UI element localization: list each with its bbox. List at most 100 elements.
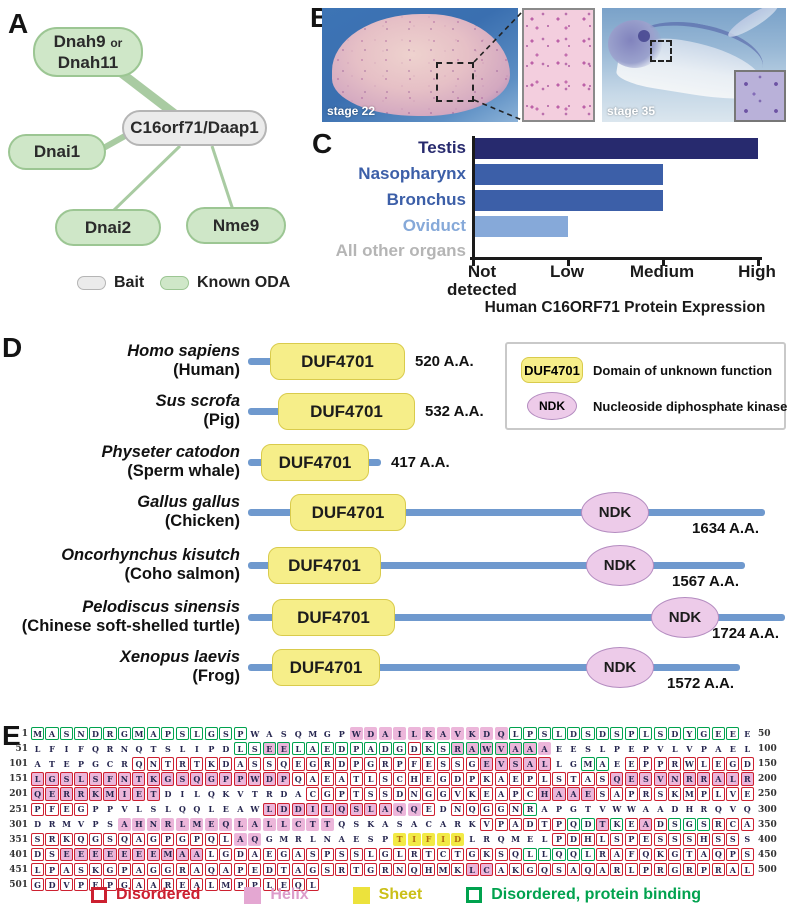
- red-box-icon: [90, 887, 107, 903]
- ndk-domain: NDK: [586, 545, 654, 586]
- residue: A: [237, 804, 244, 815]
- bar-testis: [473, 138, 758, 159]
- alignment-legend: Disordered Helix Sheet Disordered, prote…: [40, 886, 752, 904]
- legend-duf4701-shape: DUF4701: [521, 357, 583, 383]
- residue: Q: [204, 862, 218, 877]
- residue: E: [59, 802, 74, 816]
- residue: S: [726, 832, 740, 847]
- residue: A: [132, 862, 146, 877]
- residue: R: [59, 787, 74, 801]
- residue: E: [59, 847, 74, 862]
- residue: A: [494, 862, 508, 877]
- residue: G: [161, 772, 175, 786]
- residue: S: [610, 832, 624, 847]
- residue: S: [165, 743, 171, 754]
- residue: N: [393, 862, 407, 877]
- residue: M: [279, 834, 289, 845]
- row-start-number: 351: [9, 834, 28, 845]
- residue: D: [291, 802, 305, 816]
- residue: K: [465, 787, 479, 801]
- residue: P: [233, 878, 247, 892]
- residue: L: [74, 772, 88, 786]
- residue: T: [393, 832, 407, 847]
- residue: D: [277, 802, 291, 816]
- residue: A: [378, 727, 392, 741]
- residue: M: [308, 728, 318, 739]
- residue: T: [566, 772, 581, 786]
- residue: P: [639, 862, 653, 877]
- residue: T: [146, 787, 160, 801]
- residue: H: [422, 862, 436, 877]
- residue: E: [204, 817, 218, 831]
- residue: D: [222, 743, 230, 754]
- residue: G: [88, 832, 103, 847]
- residue: P: [349, 757, 363, 771]
- residue: K: [610, 817, 624, 831]
- residue: A: [266, 728, 273, 739]
- residue: Q: [190, 772, 204, 786]
- residue: D: [566, 832, 581, 847]
- residue: G: [204, 772, 218, 786]
- residue: E: [320, 772, 334, 786]
- residue: K: [88, 787, 103, 801]
- residue: A: [581, 772, 595, 786]
- residue: D: [523, 817, 537, 831]
- residue: F: [407, 757, 421, 771]
- residue: P: [624, 787, 638, 801]
- residue: Q: [610, 772, 624, 786]
- row-end-number: 50: [758, 729, 771, 739]
- residue: D: [407, 742, 421, 756]
- residue: L: [165, 804, 171, 815]
- residue: S: [451, 757, 465, 771]
- residue: Q: [135, 743, 143, 754]
- tadpole-tail: [724, 8, 782, 42]
- residue: A: [523, 742, 537, 756]
- residue: S: [364, 787, 378, 801]
- x-tick-label: Not detected: [447, 262, 517, 299]
- duf4701-domain: DUF4701: [270, 343, 405, 380]
- residue: R: [682, 772, 696, 786]
- residue: L: [190, 727, 204, 741]
- residue: V: [657, 743, 664, 754]
- residue: S: [335, 847, 349, 862]
- residue: A: [117, 817, 131, 831]
- residue: R: [103, 727, 117, 741]
- residue: A: [697, 847, 711, 862]
- residue: S: [396, 819, 403, 830]
- residue: A: [291, 862, 305, 877]
- residue: L: [624, 862, 638, 877]
- residue: V: [494, 757, 508, 771]
- residue: E: [132, 847, 146, 862]
- stage22-inset-image: [522, 8, 595, 122]
- residue: T: [49, 758, 55, 769]
- residue: E: [624, 817, 638, 831]
- row-end-number: 500: [758, 864, 777, 875]
- residue: G: [494, 802, 508, 816]
- protein-length-label: 1572 A.A.: [667, 675, 734, 692]
- duf4701-domain: DUF4701: [268, 547, 381, 584]
- residue: L: [595, 832, 609, 847]
- residue: A: [306, 742, 320, 756]
- residue: Q: [248, 832, 262, 847]
- species-name-2: Sus scrofa (Pig): [156, 392, 240, 430]
- node-dnah-line1: Dnah9 or: [53, 31, 123, 51]
- row-end-number: 400: [758, 834, 777, 845]
- residue: E: [740, 787, 754, 801]
- stage-35-label: stage 35: [607, 104, 656, 118]
- residue: D: [45, 878, 59, 892]
- residue: A: [295, 789, 302, 800]
- residue: L: [523, 847, 537, 862]
- residue: S: [349, 802, 363, 816]
- residue: Q: [277, 757, 291, 771]
- node-dnah-line2: Dnah11: [57, 52, 119, 72]
- residue: A: [335, 772, 349, 786]
- residue: E: [175, 878, 189, 892]
- residue: R: [711, 862, 725, 877]
- residue: G: [117, 727, 131, 741]
- residue: P: [338, 728, 345, 739]
- residue: G: [204, 727, 218, 741]
- residue: G: [364, 757, 378, 771]
- residue: R: [595, 847, 609, 862]
- residue: L: [320, 802, 334, 816]
